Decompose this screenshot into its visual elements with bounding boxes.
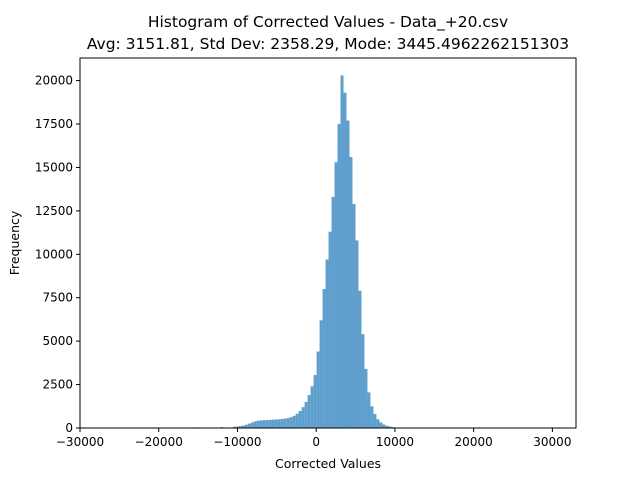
- histogram-bar: [340, 75, 344, 429]
- histogram-bar: [346, 120, 350, 428]
- plot-frame: [79, 57, 577, 429]
- histogram-bar: [331, 196, 335, 428]
- histogram-bar: [232, 426, 236, 428]
- histogram-bar: [253, 421, 257, 428]
- histogram-bar: [352, 203, 356, 428]
- y-tick-label: 7500: [42, 291, 73, 305]
- histogram-bar: [274, 419, 278, 428]
- y-tick-label: 2500: [42, 378, 73, 392]
- chart-title-line2: Avg: 3151.81, Std Dev: 2358.29, Mode: 34…: [87, 35, 569, 53]
- y-tick-label: 20000: [35, 74, 73, 88]
- x-tick-label: 10000: [376, 435, 414, 449]
- histogram-bar: [283, 418, 287, 428]
- x-tick-label: −10000: [213, 435, 261, 449]
- histogram-bar: [286, 418, 290, 428]
- histogram-bar: [382, 424, 386, 428]
- x-tick-label: −20000: [135, 435, 183, 449]
- y-tick-label: 15000: [35, 160, 73, 174]
- histogram-bar: [364, 368, 368, 428]
- histogram-bar: [349, 157, 353, 428]
- histogram-bar: [355, 240, 359, 428]
- histogram-bar: [358, 290, 362, 428]
- histogram-bar: [289, 417, 293, 428]
- histogram-bar: [277, 419, 281, 428]
- histogram-bar: [256, 420, 260, 428]
- histogram-bar: [250, 422, 254, 428]
- histogram-bar: [343, 92, 347, 429]
- histogram-bar: [244, 424, 248, 428]
- histogram-bar: [265, 420, 269, 428]
- histogram-bar: [376, 419, 380, 428]
- histogram-bar: [301, 407, 305, 428]
- histogram-bar: [271, 419, 275, 428]
- chart-title-line1: Histogram of Corrected Values - Data_+20…: [148, 13, 508, 32]
- histogram-bar: [337, 124, 341, 428]
- histogram-bar: [235, 426, 239, 428]
- histogram-bar: [262, 420, 266, 428]
- histogram-bar: [370, 406, 374, 428]
- histogram-bar: [259, 420, 263, 428]
- x-tick-label: 0: [312, 435, 320, 449]
- x-tick-label: 20000: [455, 435, 493, 449]
- histogram-bar: [388, 426, 392, 428]
- histogram-bar: [307, 395, 311, 428]
- histogram-bar: [316, 351, 320, 428]
- histogram-bars: [82, 75, 558, 429]
- y-axis-label: Frequency: [7, 210, 22, 275]
- histogram-bar: [379, 422, 383, 428]
- histogram-bar: [238, 426, 242, 428]
- y-axis-ticks: 0 2500 5000 7500 10000 12500 15000 17500 20000: [35, 74, 80, 435]
- x-tick-label: −30000: [56, 435, 104, 449]
- y-tick-label: 17500: [35, 117, 73, 131]
- histogram-bar: [367, 392, 371, 428]
- histogram-bar: [247, 423, 251, 428]
- histogram-bar: [241, 425, 245, 428]
- histogram-bar: [280, 418, 284, 428]
- histogram-bar: [328, 231, 332, 428]
- histogram-bar: [298, 410, 302, 428]
- histogram-bar: [385, 425, 389, 428]
- y-tick-label: 10000: [35, 247, 73, 261]
- x-tick-label: 30000: [533, 435, 571, 449]
- histogram-bar: [304, 401, 308, 428]
- y-tick-label: 0: [65, 421, 73, 435]
- histogram-bar: [268, 419, 272, 428]
- x-axis-ticks: −30000 −20000 −10000 0 10000 20000 30000: [56, 428, 571, 449]
- histogram-bar: [310, 386, 314, 428]
- histogram-bar: [322, 289, 326, 428]
- y-tick-label: 5000: [42, 334, 73, 348]
- histogram-bar: [325, 259, 329, 428]
- x-axis-label: Corrected Values: [275, 456, 381, 471]
- histogram-bar: [295, 413, 299, 428]
- histogram-bar: [373, 414, 377, 428]
- histogram-bar: [313, 375, 317, 428]
- histogram-bar: [361, 334, 365, 428]
- histogram-bar: [292, 415, 296, 428]
- histogram-bar: [334, 162, 338, 429]
- y-tick-label: 12500: [35, 204, 73, 218]
- histogram-bar: [319, 320, 323, 428]
